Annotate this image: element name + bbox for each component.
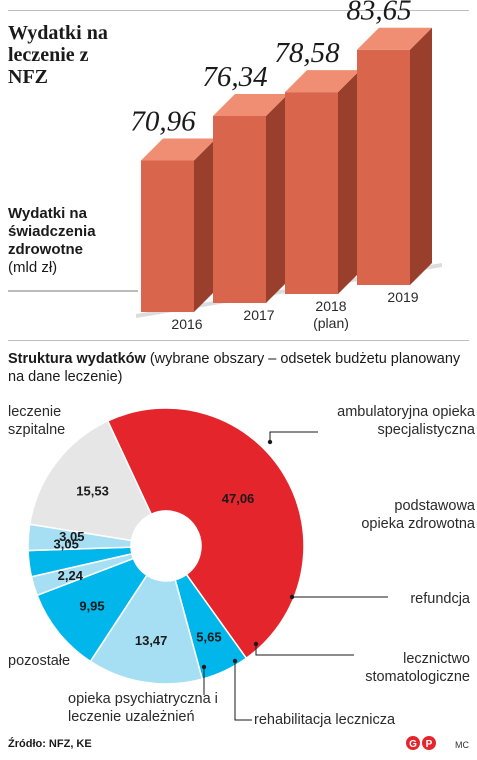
leader-dot-refundacja — [289, 594, 295, 600]
leader-line-ambulatoryjna — [269, 431, 318, 442]
bar-chart-title: Wydatki na leczenie z NFZ — [8, 22, 108, 88]
leader-dot-stomatologiczne — [253, 641, 259, 647]
bar-category-label: 2018 — [315, 298, 346, 314]
bar-side — [266, 93, 288, 304]
source-note: Źródło: NFZ, KE — [8, 738, 92, 750]
bar-chart: 70,96 2016 76,34 2017 78,58 2018(plan) 83,65 20… — [8, 0, 442, 332]
bar-value-label: 76,34 — [202, 61, 267, 93]
pie-value-label-szpitalne: 47,06 — [222, 491, 255, 506]
label-pozostale: pozostałe — [8, 653, 71, 669]
author-initials: MC — [455, 740, 469, 750]
bar-front — [213, 115, 266, 304]
pie-value-label-refundacja: 9,95 — [79, 599, 104, 614]
bar-category-label: 2017 — [243, 307, 274, 323]
pie-value-label-podstawowa: 13,47 — [135, 633, 168, 648]
pie-value-label-ambulatoryjna: 5,65 — [196, 629, 221, 644]
bar-side — [194, 138, 216, 312]
bar-top — [285, 70, 360, 93]
pie-value-label-stomatologiczne: 2,24 — [58, 568, 84, 583]
bar-2019 — [357, 27, 432, 286]
leader-dot-ambulatoryjna — [267, 439, 273, 445]
pie-slice-pozostale — [28, 419, 153, 542]
bar-2017 — [213, 93, 288, 304]
svg-text:G: G — [409, 739, 417, 750]
top-rule — [8, 10, 469, 11]
pie-slice-podstawowa — [89, 574, 204, 685]
label-rehabilitacja: rehabilitacja lecznicza — [254, 712, 396, 728]
bar-value-label: 70,96 — [130, 105, 196, 137]
label-ambulatoryjna: ambulatoryjna opieka specjalistyczna — [337, 404, 475, 438]
bar-top — [213, 93, 288, 116]
leader-line-stomatologiczne — [255, 644, 354, 656]
pie-value-label-psychiatryczna: 3,05 — [54, 537, 79, 552]
section-divider — [8, 340, 469, 341]
bar-value-label: 83,65 — [346, 0, 411, 27]
bar-top — [141, 138, 216, 161]
bar-chart-axis-label: Wydatki na świadczenia zdrowotne (mld zł… — [8, 205, 143, 277]
bar-category-label: 2016 — [171, 316, 202, 332]
publisher-logo-icon: G P — [406, 736, 436, 750]
bar-chart-subtitle: Wydatki na świadczenia zdrowotne — [8, 205, 96, 258]
bar-side — [338, 70, 360, 294]
bar-side — [410, 27, 432, 286]
bar-front — [141, 160, 194, 312]
pie-chart-subtitle: (wybrane obszary – odsetek budżetu plano… — [8, 351, 461, 385]
bar-category-label: (plan) — [313, 315, 349, 331]
bar-front — [357, 49, 410, 286]
leader-dot-rehabilitacja — [232, 658, 238, 664]
svg-text:P: P — [426, 739, 433, 750]
bar-front — [285, 92, 338, 294]
bar-2018 (plan) — [285, 70, 360, 294]
label-psychiatryczna: opieka psychiatryczna i leczenie uzależn… — [68, 691, 218, 725]
bar-2016 — [141, 138, 216, 312]
label-leczenie-szpitalne: leczenie szpitalne — [8, 404, 66, 438]
pie-slice-szpitalne — [106, 407, 305, 660]
leader-dot-psychiatryczna — [201, 664, 207, 670]
leader-line-rehabilitacja — [234, 661, 252, 721]
pie-value-label-rehabilitacja: 3,05 — [59, 529, 84, 544]
bar-top — [357, 27, 432, 50]
bar-category-label: 2019 — [387, 289, 418, 305]
label-stomatologiczne: lecznictwo stomatologiczne — [365, 651, 470, 685]
pie-value-label-pozostale: 15,53 — [76, 484, 109, 499]
bar-value-label: 78,58 — [274, 37, 340, 69]
label-podstawowa: podstawowa opieka zdrowotna — [361, 498, 475, 532]
bar-chart-unit: (mld zł) — [8, 259, 58, 276]
label-refundacja: refundcja — [410, 591, 470, 607]
pie-chart-title-bold: Struktura wydatków — [8, 351, 146, 367]
pie-chart-title: Struktura wydatków (wybrane obszary – od… — [8, 350, 468, 386]
